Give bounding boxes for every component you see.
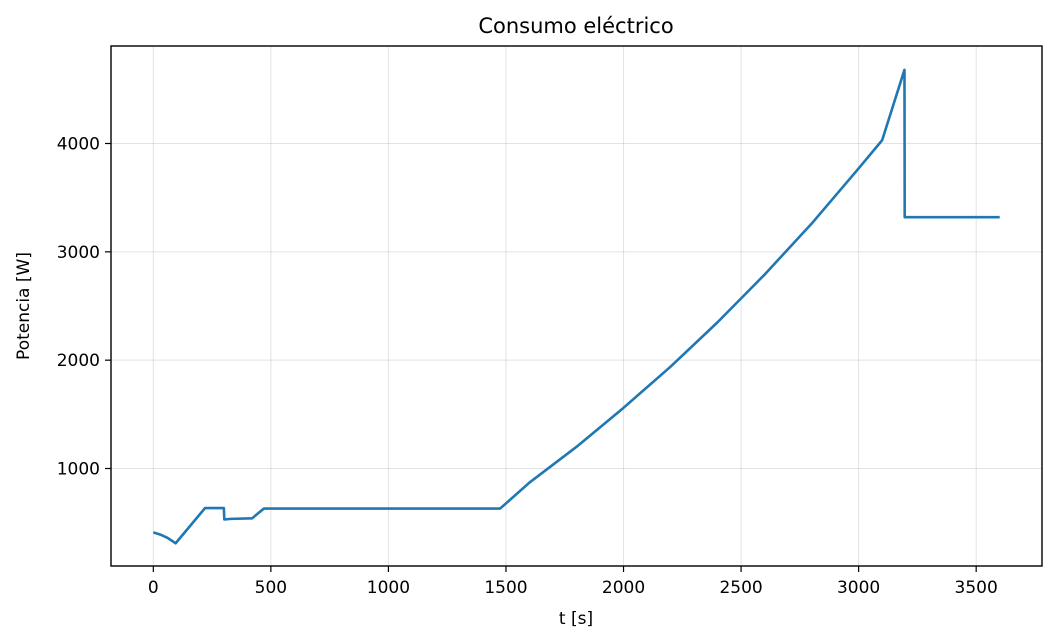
series-layer [152,68,1000,545]
x-tick-label: 2000 [602,578,645,598]
x-tick-label: 3500 [955,578,998,598]
y-axis-label: Potencia [W] [14,252,34,360]
plot-frame [110,45,1043,567]
x-tick-label: 2500 [719,578,762,598]
y-tick-label: 3000 [57,243,100,263]
x-tick-label: 1000 [367,578,410,598]
x-tick-label: 500 [255,578,287,598]
grid [111,46,1042,566]
ticks: 0 500 1000 1500 2000 2500 3000 3500 1000 2000 3000… [57,135,998,599]
x-tick-label: 1500 [484,578,527,598]
x-axis-label: t [s] [559,609,593,629]
y-tick-label: 4000 [57,135,100,155]
series-line [152,68,1000,545]
y-tick-label: 2000 [57,351,100,371]
chart-title: Consumo eléctrico [478,14,673,38]
y-tick-label: 1000 [57,460,100,480]
x-tick-label: 3000 [837,578,880,598]
x-tick-label: 0 [148,578,159,598]
